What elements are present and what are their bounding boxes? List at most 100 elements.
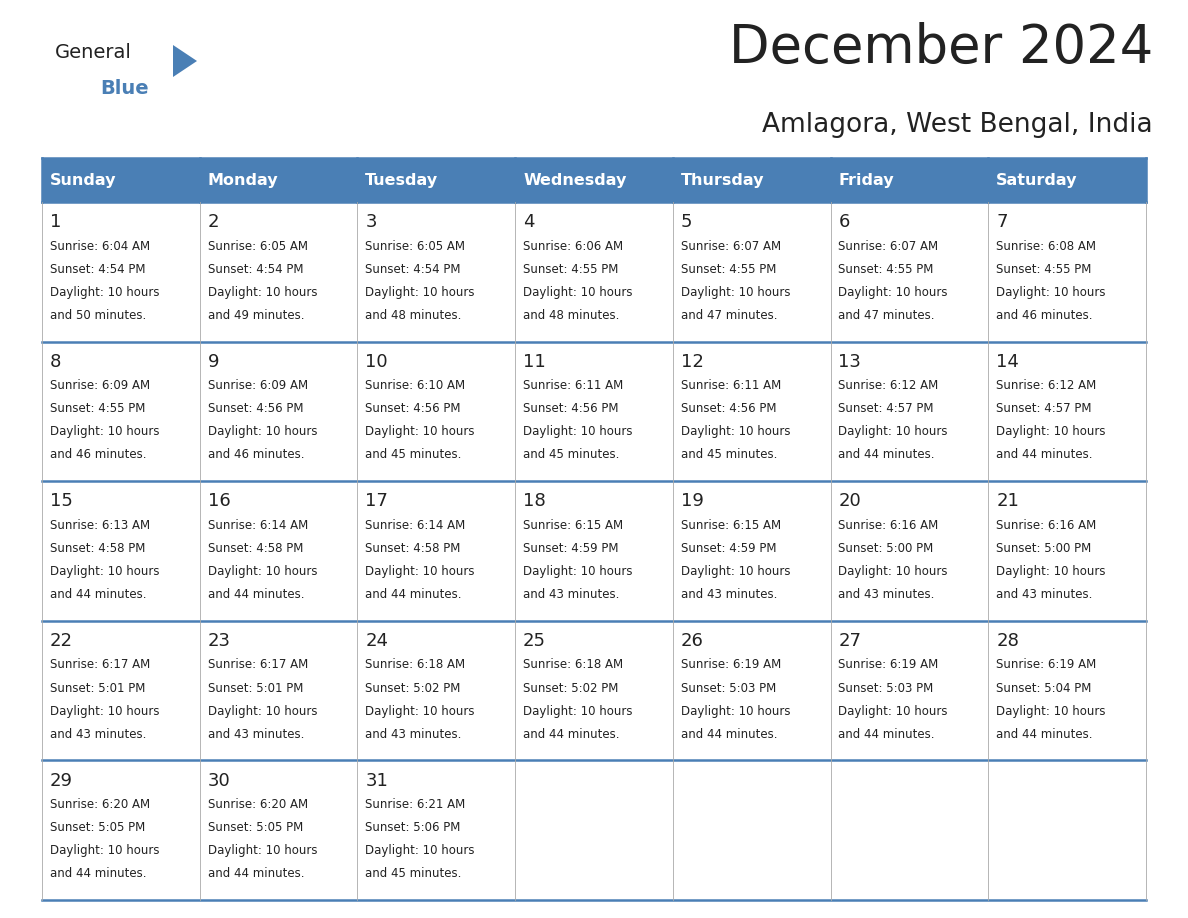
Bar xyxy=(358,760,516,900)
Text: Sunrise: 6:14 AM: Sunrise: 6:14 AM xyxy=(208,519,308,532)
Text: Sunrise: 6:09 AM: Sunrise: 6:09 AM xyxy=(50,379,150,392)
Text: Sunset: 5:00 PM: Sunset: 5:00 PM xyxy=(839,542,934,554)
Text: 14: 14 xyxy=(997,353,1019,371)
Text: Sunset: 4:56 PM: Sunset: 4:56 PM xyxy=(208,402,303,415)
Text: Daylight: 10 hours: Daylight: 10 hours xyxy=(839,425,948,439)
Text: Daylight: 10 hours: Daylight: 10 hours xyxy=(208,285,317,298)
Text: 24: 24 xyxy=(366,632,388,650)
Text: Daylight: 10 hours: Daylight: 10 hours xyxy=(681,704,790,718)
Text: Sunset: 5:04 PM: Sunset: 5:04 PM xyxy=(997,681,1092,695)
Polygon shape xyxy=(173,45,197,77)
Text: Sunset: 5:00 PM: Sunset: 5:00 PM xyxy=(997,542,1092,554)
Text: Sunset: 4:57 PM: Sunset: 4:57 PM xyxy=(839,402,934,415)
Bar xyxy=(200,481,358,621)
Bar xyxy=(672,621,830,760)
Text: 13: 13 xyxy=(839,353,861,371)
Text: Sunset: 4:55 PM: Sunset: 4:55 PM xyxy=(997,263,1092,275)
Bar xyxy=(42,202,200,341)
Text: 5: 5 xyxy=(681,213,693,231)
Text: Sunrise: 6:11 AM: Sunrise: 6:11 AM xyxy=(523,379,624,392)
Text: Daylight: 10 hours: Daylight: 10 hours xyxy=(50,845,159,857)
Text: Daylight: 10 hours: Daylight: 10 hours xyxy=(839,285,948,298)
Text: Sunset: 4:58 PM: Sunset: 4:58 PM xyxy=(50,542,145,554)
Text: Daylight: 10 hours: Daylight: 10 hours xyxy=(997,425,1106,439)
Text: Sunset: 5:02 PM: Sunset: 5:02 PM xyxy=(366,681,461,695)
Text: Saturday: Saturday xyxy=(997,173,1078,187)
Text: Sunrise: 6:09 AM: Sunrise: 6:09 AM xyxy=(208,379,308,392)
Bar xyxy=(830,202,988,341)
Text: 22: 22 xyxy=(50,632,72,650)
Bar xyxy=(988,202,1146,341)
Text: Thursday: Thursday xyxy=(681,173,764,187)
Bar xyxy=(830,341,988,481)
Text: Sunset: 5:03 PM: Sunset: 5:03 PM xyxy=(839,681,934,695)
Text: Sunrise: 6:08 AM: Sunrise: 6:08 AM xyxy=(997,240,1097,252)
Text: and 44 minutes.: and 44 minutes. xyxy=(208,868,304,880)
Text: 26: 26 xyxy=(681,632,703,650)
Text: and 43 minutes.: and 43 minutes. xyxy=(208,728,304,741)
Text: 21: 21 xyxy=(997,492,1019,510)
Text: Daylight: 10 hours: Daylight: 10 hours xyxy=(523,425,632,439)
Text: Sunset: 4:58 PM: Sunset: 4:58 PM xyxy=(208,542,303,554)
Bar xyxy=(516,158,672,202)
Text: December 2024: December 2024 xyxy=(728,22,1154,74)
Text: Sunset: 4:54 PM: Sunset: 4:54 PM xyxy=(50,263,145,275)
Text: Daylight: 10 hours: Daylight: 10 hours xyxy=(366,845,475,857)
Text: and 48 minutes.: and 48 minutes. xyxy=(366,308,462,322)
Text: Daylight: 10 hours: Daylight: 10 hours xyxy=(366,285,475,298)
Text: Sunset: 4:54 PM: Sunset: 4:54 PM xyxy=(208,263,303,275)
Text: 8: 8 xyxy=(50,353,62,371)
Bar xyxy=(516,341,672,481)
Text: Sunset: 4:54 PM: Sunset: 4:54 PM xyxy=(366,263,461,275)
Text: 16: 16 xyxy=(208,492,230,510)
Text: Daylight: 10 hours: Daylight: 10 hours xyxy=(681,285,790,298)
Text: Daylight: 10 hours: Daylight: 10 hours xyxy=(681,425,790,439)
Text: Daylight: 10 hours: Daylight: 10 hours xyxy=(997,565,1106,578)
Text: Sunset: 4:56 PM: Sunset: 4:56 PM xyxy=(523,402,619,415)
Text: 6: 6 xyxy=(839,213,849,231)
Text: 28: 28 xyxy=(997,632,1019,650)
Text: 30: 30 xyxy=(208,771,230,789)
Text: Sunrise: 6:18 AM: Sunrise: 6:18 AM xyxy=(366,658,466,671)
Text: and 44 minutes.: and 44 minutes. xyxy=(839,448,935,462)
Bar xyxy=(358,202,516,341)
Text: Sunset: 5:02 PM: Sunset: 5:02 PM xyxy=(523,681,619,695)
Text: Sunset: 4:56 PM: Sunset: 4:56 PM xyxy=(366,402,461,415)
Text: and 44 minutes.: and 44 minutes. xyxy=(50,588,146,601)
Text: Sunrise: 6:17 AM: Sunrise: 6:17 AM xyxy=(208,658,308,671)
Text: Sunrise: 6:14 AM: Sunrise: 6:14 AM xyxy=(366,519,466,532)
Text: and 45 minutes.: and 45 minutes. xyxy=(366,868,462,880)
Bar xyxy=(830,481,988,621)
Text: Sunrise: 6:12 AM: Sunrise: 6:12 AM xyxy=(839,379,939,392)
Text: Sunset: 4:55 PM: Sunset: 4:55 PM xyxy=(681,263,776,275)
Text: Sunrise: 6:15 AM: Sunrise: 6:15 AM xyxy=(681,519,781,532)
Text: and 49 minutes.: and 49 minutes. xyxy=(208,308,304,322)
Text: and 44 minutes.: and 44 minutes. xyxy=(523,728,619,741)
Text: Sunset: 4:55 PM: Sunset: 4:55 PM xyxy=(523,263,619,275)
Bar xyxy=(516,621,672,760)
Bar xyxy=(988,158,1146,202)
Text: Sunset: 4:59 PM: Sunset: 4:59 PM xyxy=(523,542,619,554)
Text: Daylight: 10 hours: Daylight: 10 hours xyxy=(997,285,1106,298)
Text: 4: 4 xyxy=(523,213,535,231)
Text: Sunset: 5:01 PM: Sunset: 5:01 PM xyxy=(50,681,145,695)
Text: Daylight: 10 hours: Daylight: 10 hours xyxy=(50,285,159,298)
Text: Blue: Blue xyxy=(100,79,148,98)
Bar xyxy=(988,481,1146,621)
Text: Sunrise: 6:20 AM: Sunrise: 6:20 AM xyxy=(208,798,308,812)
Text: 11: 11 xyxy=(523,353,545,371)
Text: Sunrise: 6:19 AM: Sunrise: 6:19 AM xyxy=(681,658,781,671)
Text: Sunrise: 6:20 AM: Sunrise: 6:20 AM xyxy=(50,798,150,812)
Text: Daylight: 10 hours: Daylight: 10 hours xyxy=(523,704,632,718)
Text: Sunrise: 6:06 AM: Sunrise: 6:06 AM xyxy=(523,240,624,252)
Text: Sunrise: 6:10 AM: Sunrise: 6:10 AM xyxy=(366,379,466,392)
Text: 25: 25 xyxy=(523,632,546,650)
Text: and 45 minutes.: and 45 minutes. xyxy=(523,448,619,462)
Bar xyxy=(672,202,830,341)
Text: Sunrise: 6:07 AM: Sunrise: 6:07 AM xyxy=(681,240,781,252)
Text: and 44 minutes.: and 44 minutes. xyxy=(208,588,304,601)
Text: Sunset: 4:57 PM: Sunset: 4:57 PM xyxy=(997,402,1092,415)
Text: 10: 10 xyxy=(366,353,388,371)
Text: Daylight: 10 hours: Daylight: 10 hours xyxy=(208,845,317,857)
Text: and 45 minutes.: and 45 minutes. xyxy=(366,448,462,462)
